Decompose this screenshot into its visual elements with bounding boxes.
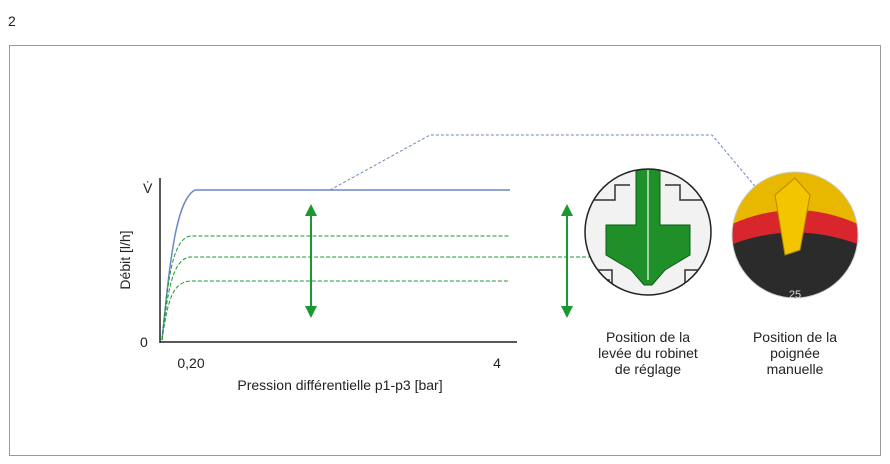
y-symbol: V̇ [143,180,153,196]
page: 2 V̇ 0 Débit [l/h] 0,20 4 Pression diffé… [0,0,890,464]
page-number: 2 [8,13,16,29]
axes [160,178,517,343]
handle-illustration: 25 [730,170,860,301]
caption-line: poignée [770,345,820,361]
caption-line: de réglage [615,361,681,377]
caption-line: manuelle [767,361,824,377]
y-axis-label: Débit [l/h] [117,230,133,289]
caption-line: Position de la [606,329,690,345]
caption-line: levée du robinet [598,345,698,361]
x-tick-label: 0,20 [177,355,204,371]
valve-illustration [580,165,720,305]
origin-label: 0 [140,334,148,350]
caption: Position de la levée du robinet de régla… [598,329,837,377]
svg-text:25: 25 [789,289,801,301]
x-axis-label: Pression différentielle p1-p3 [bar] [237,377,442,393]
x-tick-label: 4 [493,355,501,371]
caption-line: Position de la [753,329,837,345]
